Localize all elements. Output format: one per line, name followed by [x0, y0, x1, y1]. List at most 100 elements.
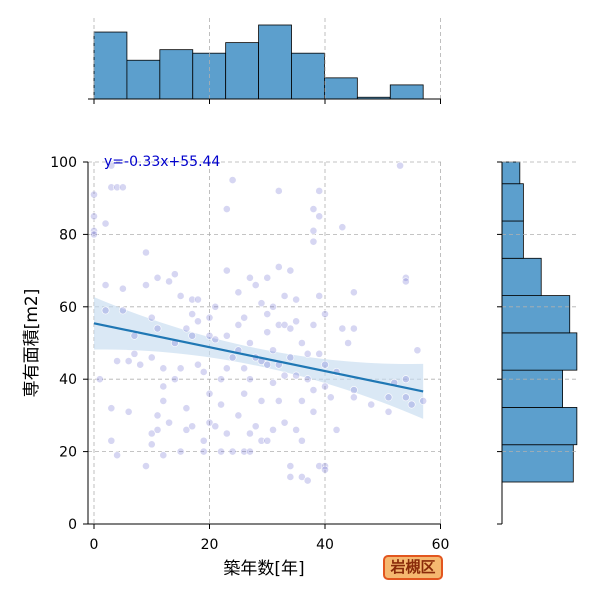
scatter-point [292, 371, 301, 380]
scatter-point [113, 183, 121, 192]
scatter-point [228, 353, 237, 362]
scatter-point [286, 353, 295, 362]
scatter-point [309, 226, 318, 235]
scatter-point [182, 324, 191, 333]
y-hist-bar [501, 183, 524, 222]
scatter-point [367, 400, 376, 409]
x-tick-label: 20 [201, 537, 219, 553]
scatter-point [176, 364, 185, 373]
x-hist-bar [291, 52, 325, 100]
scatter-point [165, 418, 173, 427]
scatter-point [124, 357, 133, 365]
scatter-point [222, 266, 231, 275]
scatter-point [182, 425, 191, 434]
scatter-point [349, 393, 358, 402]
scatter-point [321, 382, 329, 391]
scatter-point [280, 418, 289, 427]
scatter-point [170, 270, 179, 279]
scatter-point [194, 317, 202, 326]
scatter-point [246, 429, 254, 438]
scatter-point [118, 284, 127, 293]
ward-badge: 岩槻区 [383, 555, 443, 580]
y-tick-label: 60 [59, 300, 77, 316]
scatter-point [107, 161, 116, 170]
scatter-point [222, 331, 231, 340]
scatter-point [199, 368, 208, 376]
scatter-point [263, 328, 272, 337]
scatter-point [170, 375, 179, 384]
scatter-point [315, 212, 324, 221]
scatter-point [153, 411, 162, 420]
scatter-point [326, 393, 335, 402]
scatter-point [309, 237, 318, 246]
scatter-point [130, 349, 139, 358]
scatter-point [286, 266, 295, 275]
scatter-point [303, 476, 312, 485]
scatter-point [222, 364, 231, 373]
scatter-point [199, 447, 208, 456]
scatter-point [246, 273, 254, 282]
scatter-point [274, 187, 283, 195]
scatter-point [246, 339, 254, 347]
y-hist-bar [501, 161, 521, 185]
scatter-point [315, 462, 324, 470]
scatter-point [413, 346, 422, 355]
scatter-point [286, 324, 295, 333]
scatter-point [234, 411, 243, 420]
scatter-point [147, 440, 156, 449]
regression-line-layer [93, 322, 424, 393]
scatter-point [280, 320, 289, 329]
scatter-point [338, 223, 347, 232]
scatter-point [159, 397, 168, 405]
x-hist-bar [126, 59, 161, 100]
scatter-point [188, 422, 197, 431]
y-tick-label: 100 [50, 155, 77, 171]
scatter-point [401, 375, 410, 384]
y-hist-bar [501, 257, 542, 296]
scatter-point [113, 357, 121, 365]
scatter-point [182, 404, 191, 413]
x-hist-bar [93, 31, 128, 100]
scatter-point [321, 360, 329, 369]
y-tick-label: 0 [68, 517, 77, 533]
scatter-point [309, 407, 318, 416]
scatter-point [142, 248, 150, 257]
scatter-point [211, 335, 220, 344]
scatter-point [263, 273, 272, 282]
scatter-point [176, 292, 185, 300]
scatter-point [269, 378, 277, 387]
scatter-point [309, 320, 318, 329]
scatter-point [147, 429, 156, 438]
scatter-point [234, 288, 243, 297]
scatter-point [297, 397, 306, 405]
y-axis-label: 専有面積[m2] [22, 289, 42, 398]
scatter-point [240, 447, 249, 456]
scatter-point [251, 422, 260, 431]
scatter-point [292, 295, 301, 304]
scatter-point [269, 346, 277, 355]
scatter-point [263, 436, 272, 445]
scatter-point [419, 397, 428, 405]
scatter-point [188, 310, 197, 318]
scatter-point [147, 353, 156, 362]
x-hist-bar [258, 24, 292, 100]
scatter-point [188, 295, 197, 304]
scatter-point [217, 400, 225, 409]
scatter-point [176, 447, 185, 456]
scatter-point [228, 447, 237, 456]
scatter-point [274, 397, 283, 405]
scatter-point [257, 397, 266, 405]
scatter-point [257, 299, 266, 308]
scatter-point [205, 389, 214, 398]
y-hist-bar [501, 407, 578, 446]
scatter-point [194, 295, 202, 304]
scatter-point [153, 425, 162, 434]
scatter-point [297, 339, 306, 347]
scatter-point [90, 212, 98, 221]
y-hist-bar [501, 444, 574, 483]
scatter-point [90, 190, 98, 199]
scatter-point [263, 310, 272, 318]
scatter-point [188, 331, 197, 340]
x-hist-bar [324, 77, 358, 100]
x-tick-label: 40 [316, 537, 334, 553]
